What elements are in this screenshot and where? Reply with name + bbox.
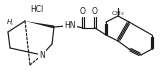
- Text: HCl: HCl: [30, 5, 44, 14]
- Text: $\mathsf{CH_3}$: $\mathsf{CH_3}$: [111, 9, 125, 18]
- Text: O: O: [92, 7, 98, 16]
- Text: HN: HN: [64, 21, 76, 30]
- Polygon shape: [25, 21, 54, 28]
- Text: N: N: [39, 50, 45, 59]
- Text: O: O: [80, 7, 86, 16]
- Text: H,: H,: [7, 19, 14, 25]
